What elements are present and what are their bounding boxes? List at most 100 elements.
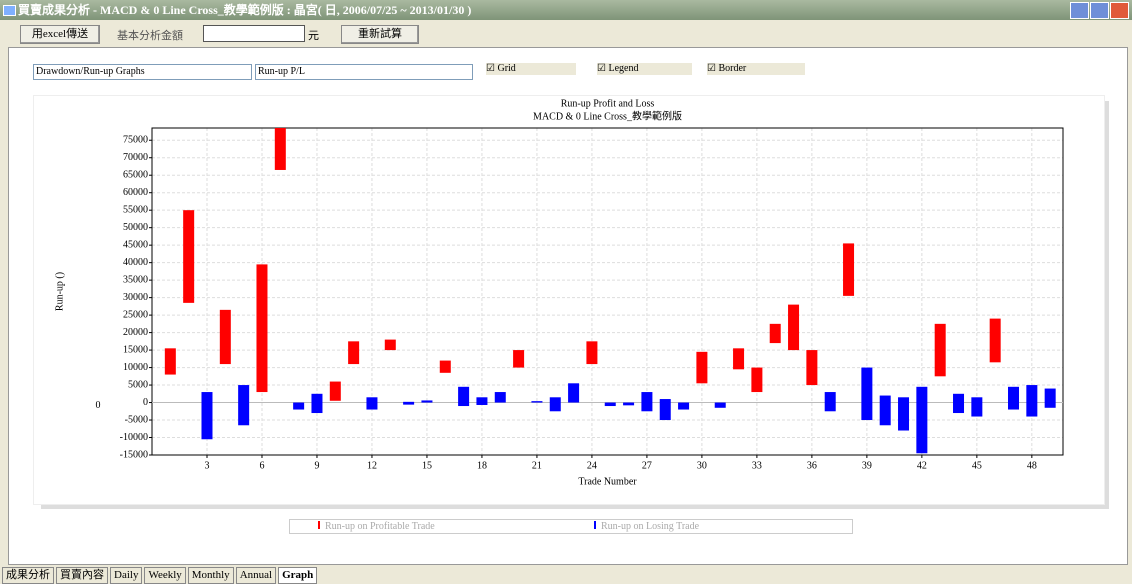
legend-item: Run-up on Profitable Trade [318, 520, 435, 533]
x-tick-label: 42 [917, 460, 927, 471]
bar [531, 401, 543, 403]
x-tick-label: 15 [422, 460, 432, 471]
minimize-button[interactable] [1070, 2, 1089, 19]
x-tick-label: 36 [807, 460, 817, 471]
bar [274, 128, 286, 170]
x-tick-label: 33 [752, 460, 762, 471]
tab[interactable]: 買賣內容 [56, 567, 108, 584]
x-tick-label: 39 [862, 460, 872, 471]
y-axis-label: Run-up () [54, 272, 65, 311]
bar [513, 350, 525, 368]
bar [971, 397, 983, 417]
legend-checkbox[interactable]: ☑ Legend [597, 63, 692, 75]
bar [824, 392, 836, 412]
tab[interactable]: Monthly [187, 567, 234, 584]
bar [348, 341, 360, 365]
legend: Run-up on Profitable Trade Run-up on Losi… [289, 519, 853, 534]
bar [183, 210, 195, 303]
bar [476, 397, 488, 405]
plot-frame [151, 127, 1064, 456]
bar [293, 402, 305, 410]
window-title: 買賣成果分析 - MACD & 0 Line Cross_教學範例版 : 晶宮(… [18, 3, 472, 17]
x-tick-label: 6 [259, 460, 264, 471]
bar [201, 392, 213, 440]
border-checkbox[interactable]: ☑ Border [707, 63, 805, 75]
legend-label: Run-up on Losing Trade [601, 521, 700, 532]
bar [989, 318, 1001, 363]
bar [439, 360, 451, 373]
bar [769, 323, 781, 344]
bar [403, 401, 415, 405]
bar [568, 383, 580, 403]
bar [879, 395, 891, 426]
unit-label: 元 [308, 30, 319, 42]
legend-swatch [318, 521, 320, 529]
bar [623, 402, 635, 406]
tab[interactable]: 成果分析 [2, 567, 54, 584]
graph-type-select[interactable]: Drawdown/Run-up Graphs [33, 64, 252, 80]
y-tick-label: 15000 [123, 344, 148, 355]
bar [659, 399, 671, 421]
y-tick-label: -10000 [120, 432, 148, 443]
bar [916, 386, 928, 454]
bar [953, 393, 965, 414]
bar [788, 304, 800, 351]
bar [458, 386, 470, 407]
y-tick-label: 10000 [123, 362, 148, 373]
bar [1008, 386, 1020, 410]
x-tick-label: 45 [972, 460, 982, 471]
bar [751, 367, 763, 393]
legend-item: Run-up on Losing Trade [594, 520, 699, 533]
x-tick-label: 12 [367, 460, 377, 471]
bar [696, 351, 708, 384]
bar [1026, 385, 1038, 417]
y-tick-label: 50000 [123, 222, 148, 233]
bar [329, 381, 341, 401]
bar [586, 341, 598, 365]
tab[interactable]: Graph [278, 567, 318, 584]
legend-swatch [594, 521, 596, 529]
close-button[interactable] [1110, 2, 1129, 19]
y-tick-label: 0 [143, 397, 148, 408]
recalc-button[interactable]: 重新試算 [341, 25, 419, 44]
annotation: 0 [96, 400, 101, 411]
legend-label: Run-up on Profitable Trade [325, 521, 435, 532]
title-bar: 買賣成果分析 - MACD & 0 Line Cross_教學範例版 : 晶宮(… [0, 0, 1132, 20]
bar [678, 402, 690, 410]
tab[interactable]: Annual [235, 567, 277, 584]
chart-subtitle: MACD & 0 Line Cross_教學範例版 [533, 109, 682, 122]
graph-item-select[interactable]: Run-up P/L [255, 64, 473, 80]
window-icon [3, 5, 16, 16]
bar [238, 385, 250, 426]
export-button[interactable]: 用excel傳送 [20, 25, 100, 44]
bar [861, 367, 873, 421]
bar [219, 309, 231, 365]
x-tick-label: 30 [697, 460, 707, 471]
amount-input[interactable] [203, 25, 305, 42]
bar [806, 350, 818, 386]
bar [549, 397, 561, 412]
y-tick-label: 55000 [123, 204, 148, 215]
tab[interactable]: Weekly [144, 567, 186, 584]
bar [843, 243, 855, 296]
x-axis-label: Trade Number [578, 476, 637, 487]
y-tick-label: 70000 [123, 152, 148, 163]
bar [714, 402, 726, 408]
tab[interactable]: Daily [110, 567, 143, 584]
y-tick-label: 40000 [123, 257, 148, 268]
bar [421, 400, 433, 403]
bar [311, 393, 323, 414]
checkbox-label: Border [718, 63, 747, 74]
maximize-button[interactable] [1090, 2, 1109, 19]
bar [494, 392, 506, 403]
y-tick-label: -15000 [120, 449, 148, 460]
y-tick-label: 60000 [123, 187, 148, 198]
y-tick-label: 65000 [123, 170, 148, 181]
x-tick-label: 48 [1027, 460, 1037, 471]
checkbox-label: Legend [608, 63, 639, 74]
y-tick-label: 75000 [123, 135, 148, 146]
bar [384, 339, 396, 351]
chart-title: Run-up Profit and Loss [561, 98, 655, 109]
grid-checkbox[interactable]: ☑ Grid [486, 63, 576, 75]
